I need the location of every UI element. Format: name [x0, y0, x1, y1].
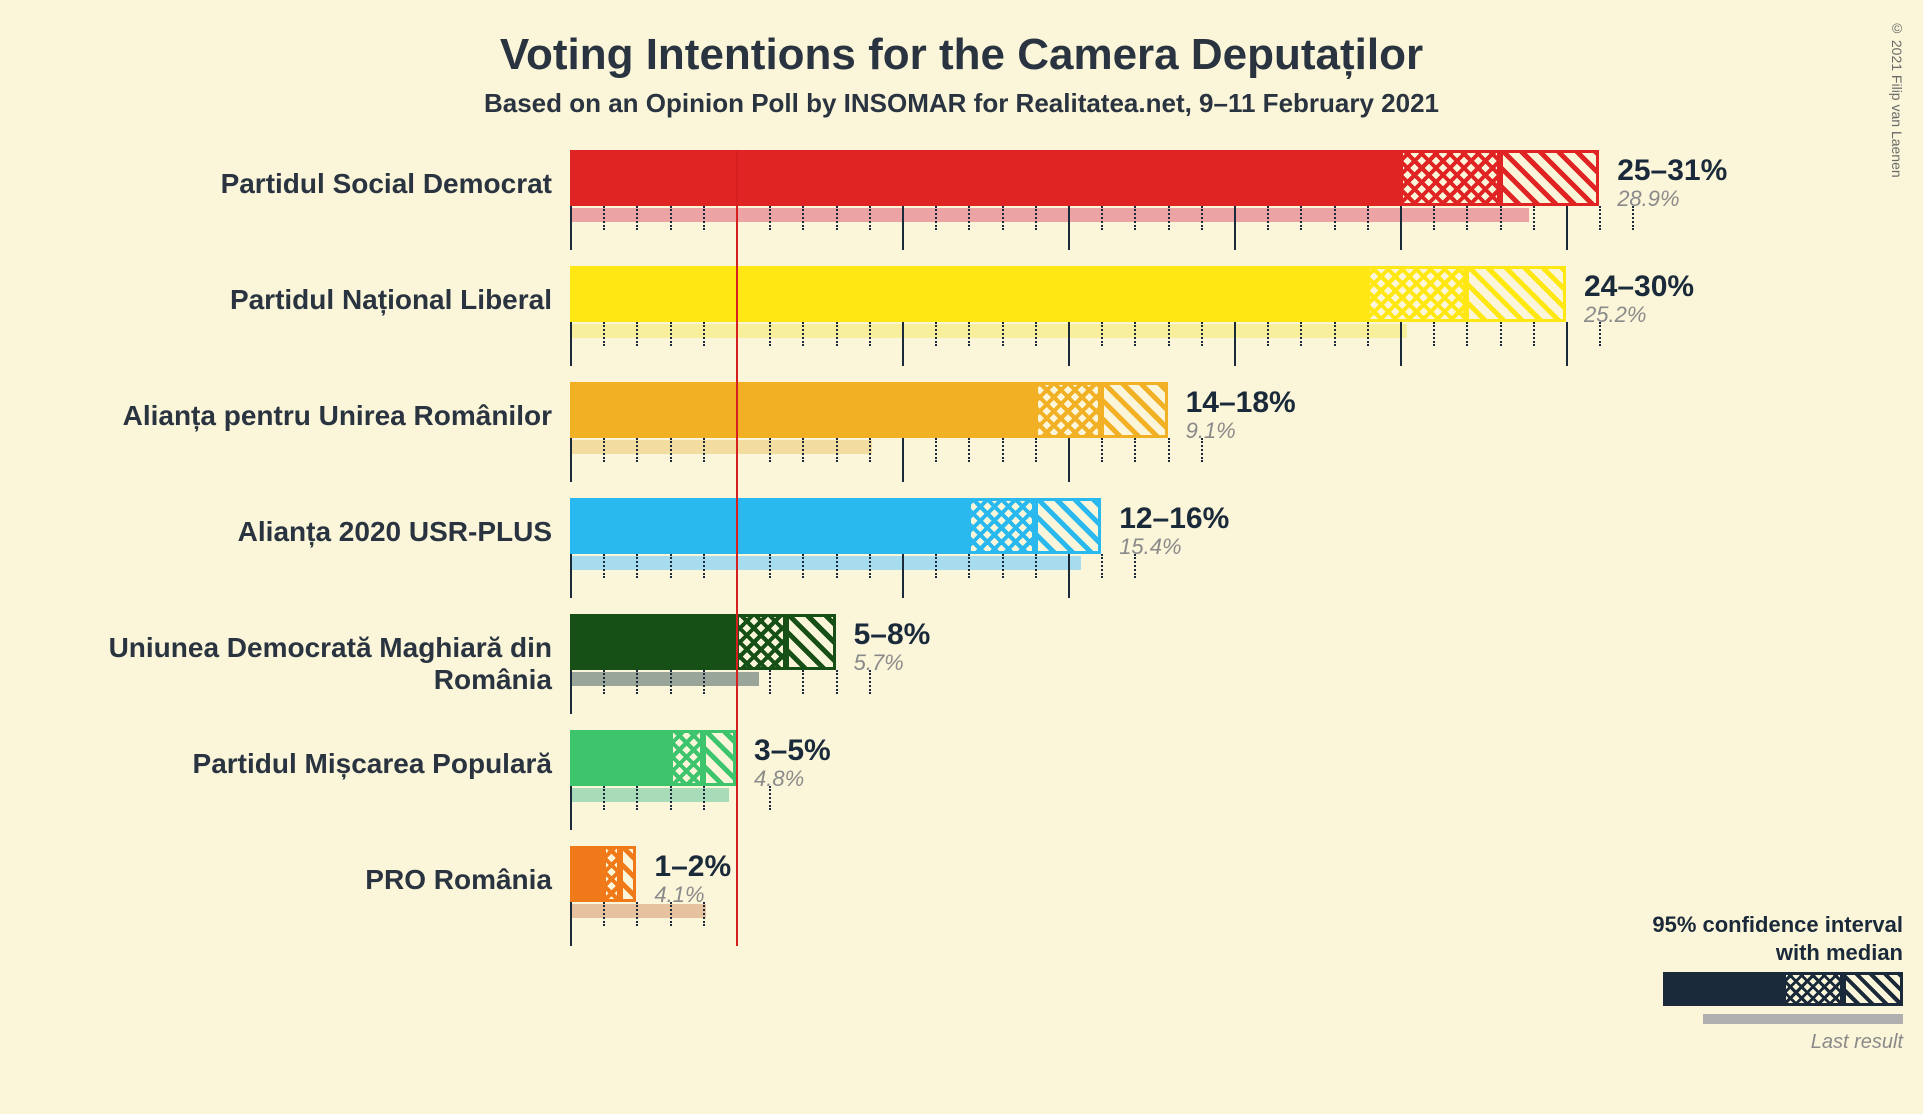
- party-row: Partidul Mișcarea Populară 3–5%4.8%: [70, 730, 1853, 846]
- chart-area: Partidul Social Democrat25–31%28.9%Parti…: [70, 150, 1853, 1074]
- last-label: 28.9%: [1617, 186, 1727, 212]
- ci-bar-diagonal: [703, 730, 736, 786]
- ci-bar-crosshatch: [603, 846, 620, 902]
- value-labels: 3–5%4.8%: [754, 734, 831, 792]
- ci-bar-crosshatch: [1400, 150, 1500, 206]
- party-label: Partidul Național Liberal: [70, 266, 570, 316]
- ci-bar-crosshatch: [736, 614, 786, 670]
- ci-bar-diagonal: [1035, 498, 1101, 554]
- legend-last-bar: [1703, 1014, 1903, 1024]
- range-label: 24–30%: [1584, 270, 1694, 304]
- last-label: 4.1%: [654, 882, 731, 908]
- ci-bar-diagonal: [1500, 150, 1600, 206]
- last-result-bar: [570, 208, 1529, 222]
- ci-bar-crosshatch: [1367, 266, 1467, 322]
- last-result-bar: [570, 788, 729, 802]
- last-label: 9.1%: [1186, 418, 1296, 444]
- ci-bar-crosshatch: [670, 730, 703, 786]
- value-labels: 1–2%4.1%: [654, 850, 731, 908]
- party-row: Partidul Național Liberal 24–30%25.2%: [70, 266, 1853, 382]
- party-label: PRO România: [70, 846, 570, 896]
- ci-bar-crosshatch: [1035, 382, 1101, 438]
- range-label: 3–5%: [754, 734, 831, 768]
- last-label: 5.7%: [854, 650, 931, 676]
- chart-subtitle: Based on an Opinion Poll by INSOMAR for …: [0, 80, 1923, 119]
- last-result-bar: [570, 556, 1081, 570]
- value-labels: 14–18%9.1%: [1186, 386, 1296, 444]
- last-label: 15.4%: [1119, 534, 1229, 560]
- legend-last-text: Last result: [1652, 1031, 1903, 1054]
- ci-bar-solid: [570, 498, 968, 554]
- range-label: 5–8%: [854, 618, 931, 652]
- party-label: Partidul Mișcarea Populară: [70, 730, 570, 780]
- ci-bar-diagonal: [1101, 382, 1167, 438]
- last-result-bar: [570, 672, 759, 686]
- range-label: 14–18%: [1186, 386, 1296, 420]
- last-result-bar: [570, 324, 1407, 338]
- last-label: 4.8%: [754, 766, 831, 792]
- copyright-note: © 2021 Filip van Laenen: [1889, 20, 1905, 178]
- ci-bar-solid: [570, 382, 1035, 438]
- ci-bar-diagonal: [1466, 266, 1566, 322]
- legend-ci-bar: [1663, 972, 1903, 1006]
- ci-bar-solid: [570, 846, 603, 902]
- party-label: Alianța 2020 USR-PLUS: [70, 498, 570, 548]
- ci-bar-solid: [570, 614, 736, 670]
- legend: 95% confidence interval with median Last…: [1652, 911, 1903, 1054]
- party-row: Partidul Social Democrat 25–31%28.9%: [70, 150, 1853, 266]
- range-label: 1–2%: [654, 850, 731, 884]
- ci-bar-solid: [570, 730, 670, 786]
- party-row: Alianța 2020 USR-PLUS 12–16%15.4%: [70, 498, 1853, 614]
- value-labels: 12–16%15.4%: [1119, 502, 1229, 560]
- range-label: 12–16%: [1119, 502, 1229, 536]
- party-label: Uniunea Democrată Maghiară din România: [70, 614, 570, 696]
- party-row: PRO România 1–2%4.1%: [70, 846, 1853, 962]
- party-label: Alianța pentru Unirea Românilor: [70, 382, 570, 432]
- party-row: Uniunea Democrată Maghiară din România 5–…: [70, 614, 1853, 730]
- ci-bar-diagonal: [620, 846, 637, 902]
- threshold-line: [736, 150, 738, 946]
- value-labels: 5–8%5.7%: [854, 618, 931, 676]
- value-labels: 25–31%28.9%: [1617, 154, 1727, 212]
- legend-line1: 95% confidence interval: [1652, 911, 1903, 939]
- value-labels: 24–30%25.2%: [1584, 270, 1694, 328]
- last-result-bar: [570, 440, 872, 454]
- ci-bar-crosshatch: [968, 498, 1034, 554]
- range-label: 25–31%: [1617, 154, 1727, 188]
- ci-bar-solid: [570, 150, 1400, 206]
- legend-line2: with median: [1652, 939, 1903, 967]
- party-label: Partidul Social Democrat: [70, 150, 570, 200]
- last-label: 25.2%: [1584, 302, 1694, 328]
- chart-title: Voting Intentions for the Camera Deputaț…: [0, 0, 1923, 80]
- ci-bar-diagonal: [786, 614, 836, 670]
- ci-bar-solid: [570, 266, 1367, 322]
- party-row: Alianța pentru Unirea Românilor 14–18%9.1…: [70, 382, 1853, 498]
